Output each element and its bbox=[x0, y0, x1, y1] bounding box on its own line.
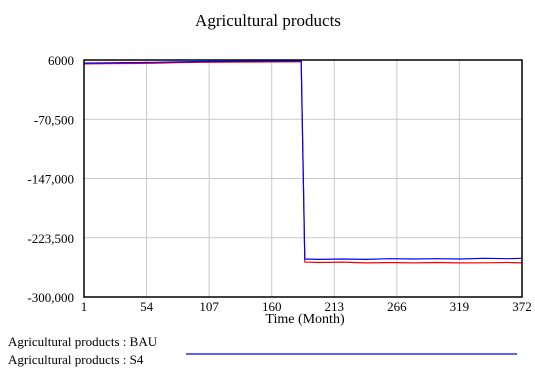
x-tick-label: 160 bbox=[262, 299, 282, 314]
x-tick-label: 266 bbox=[387, 299, 407, 314]
x-tick-label: 319 bbox=[450, 299, 470, 314]
x-tick-label: 213 bbox=[325, 299, 345, 314]
series-line-s4 bbox=[83, 60, 523, 261]
grid bbox=[84, 60, 522, 297]
x-axis-title: Time (Month) bbox=[265, 312, 345, 327]
y-axis-labels: 6000 -70,500 -147,000 -223,500 -300,000 bbox=[27, 53, 74, 305]
y-tick-label: -70,500 bbox=[34, 112, 74, 127]
chart-title: Agricultural products bbox=[195, 11, 341, 30]
x-tick-label: 372 bbox=[512, 299, 532, 314]
y-tick-label: 6000 bbox=[48, 53, 74, 68]
legend-label-bau: Agricultural products : BAU bbox=[8, 334, 158, 349]
series-lines bbox=[83, 60, 523, 264]
legend: Agricultural products : BAU Agricultural… bbox=[8, 334, 517, 367]
legend-label-s4: Agricultural products : S4 bbox=[8, 352, 144, 367]
y-tick-label: -223,500 bbox=[27, 231, 74, 246]
x-tick-label: 1 bbox=[81, 299, 88, 314]
x-tick-label: 107 bbox=[199, 299, 219, 314]
x-axis-labels: 1 54 107 160 213 266 319 372 bbox=[81, 299, 532, 314]
plot-frame bbox=[83, 59, 523, 298]
x-tick-label: 54 bbox=[140, 299, 154, 314]
y-tick-label: -147,000 bbox=[27, 172, 74, 187]
y-tick-label: -300,000 bbox=[27, 290, 74, 305]
